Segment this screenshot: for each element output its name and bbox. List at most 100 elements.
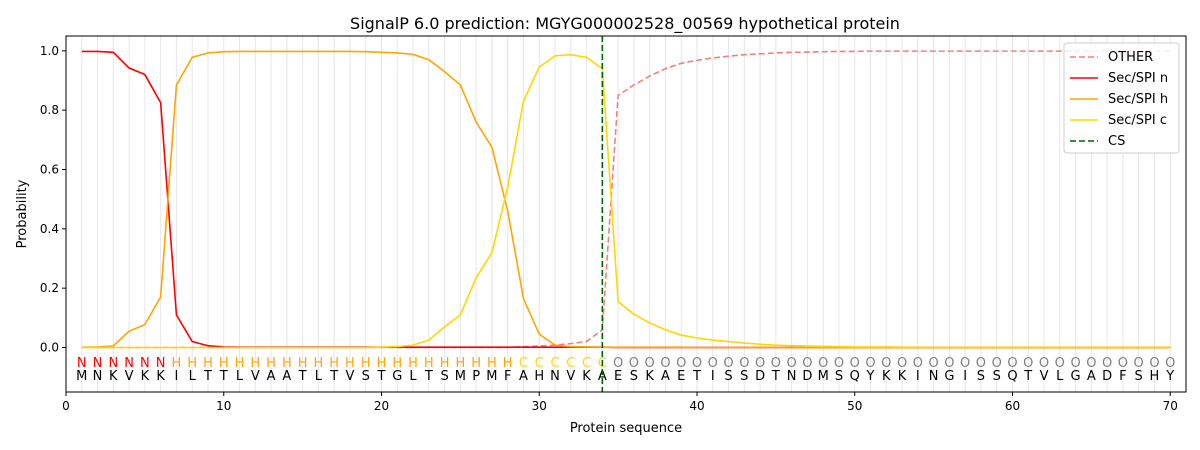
sequence-residue: A <box>267 369 276 384</box>
predicted-label: H <box>455 356 465 371</box>
predicted-label: O <box>1007 356 1017 371</box>
predicted-label: H <box>172 356 182 371</box>
sequence-residue: V <box>251 369 260 384</box>
predicted-label: H <box>298 356 308 371</box>
legend-box <box>1063 42 1180 154</box>
predicted-label: H <box>440 356 450 371</box>
sequence-residue: G <box>1071 369 1081 384</box>
series-line-sec-spi-h <box>81 50 1171 349</box>
predicted-label: H <box>329 356 339 371</box>
predicted-label: H <box>266 356 276 371</box>
sequence-residue: F <box>504 369 511 384</box>
sequence-residue: M <box>455 369 466 384</box>
sequence-residue: L <box>1056 369 1064 384</box>
sequence-residue: S <box>630 369 638 384</box>
predicted-label: N <box>77 356 87 371</box>
sequence-residue: S <box>740 369 748 384</box>
sequence-residue: M <box>818 369 829 384</box>
sequence-residue: T <box>219 369 228 384</box>
sequence-residue: K <box>898 369 907 384</box>
predicted-label: O <box>1086 356 1096 371</box>
predicted-label: O <box>881 356 891 371</box>
y-tick-label: 0.6 <box>40 163 59 177</box>
predicted-label: O <box>676 356 686 371</box>
predicted-label: C <box>550 356 559 371</box>
predicted-label: H <box>282 356 292 371</box>
sequence-residue: Y <box>866 369 875 384</box>
sequence-residue: A <box>598 369 607 384</box>
sequence-residue: I <box>175 369 179 384</box>
x-tick-label: 20 <box>374 399 389 413</box>
sequence-residue: K <box>156 369 165 384</box>
sequence-residue: K <box>882 369 891 384</box>
predicted-label: O <box>1165 356 1175 371</box>
predicted-label: N <box>124 356 134 371</box>
sequence-residue: L <box>315 369 323 384</box>
predicted-label: H <box>408 356 418 371</box>
series-line-sec-spi-n <box>81 50 1171 349</box>
sequence-residue: T <box>298 369 307 384</box>
predicted-label: H <box>503 356 513 371</box>
predicted-label: H <box>392 356 402 371</box>
sequence-residue: S <box>835 369 843 384</box>
sequence-residue: D <box>1102 369 1112 384</box>
predicted-label: H <box>424 356 434 371</box>
predicted-label: O <box>897 356 907 371</box>
sequence-residue: A <box>661 369 670 384</box>
predicted-label: O <box>787 356 797 371</box>
predicted-label: O <box>960 356 970 371</box>
sequence-residue: S <box>977 369 985 384</box>
sequence-residue: I <box>963 369 967 384</box>
x-tick-label: 70 <box>1163 399 1178 413</box>
predicted-label: H <box>487 356 497 371</box>
predicted-label: O <box>771 356 781 371</box>
predicted-label: O <box>992 356 1002 371</box>
sequence-residue: T <box>424 369 433 384</box>
x-tick-label: 0 <box>62 399 70 413</box>
predicted-label: C <box>582 356 591 371</box>
x-axis-label: Protein sequence <box>570 421 682 436</box>
sequence-residue: A <box>282 369 291 384</box>
sequence-residue: S <box>993 369 1001 384</box>
predicted-label: H <box>235 356 245 371</box>
sequence-residue: T <box>692 369 701 384</box>
sequence-residue: L <box>236 369 244 384</box>
series-line-sec-spi-c <box>81 53 1171 349</box>
predicted-label: H <box>377 356 387 371</box>
predicted-label: O <box>865 356 875 371</box>
sequence-residue: L <box>409 369 417 384</box>
sequence-residue: V <box>345 369 354 384</box>
predicted-label: O <box>976 356 986 371</box>
sequence-residue: T <box>329 369 338 384</box>
sequence-residue: T <box>377 369 386 384</box>
y-tick-label: 0.8 <box>40 103 59 117</box>
predicted-label: O <box>1023 356 1033 371</box>
y-axis-label: Probability <box>15 179 30 248</box>
predicted-label: O <box>755 356 765 371</box>
sequence-residue: T <box>771 369 780 384</box>
legend-label: CS <box>1108 134 1125 149</box>
predicted-label: H <box>345 356 355 371</box>
sequence-residue: E <box>677 369 685 384</box>
sequence-residue: K <box>645 369 654 384</box>
x-tick-label: 10 <box>216 399 231 413</box>
sequence-residue: Y <box>1165 369 1174 384</box>
predicted-label: N <box>140 356 150 371</box>
x-axis: 0 10 20 30 40 50 60 70 <box>62 392 1178 413</box>
sequence-residue: K <box>141 369 150 384</box>
predicted-label: N <box>93 356 103 371</box>
predicted-label: O <box>1039 356 1049 371</box>
sequence-residue: S <box>362 369 370 384</box>
x-tick-label: 30 <box>532 399 547 413</box>
predicted-label: H <box>203 356 213 371</box>
sequence-residue: T <box>203 369 212 384</box>
predicted-label: O <box>1070 356 1080 371</box>
predicted-label: O <box>692 356 702 371</box>
sequence-residue: A <box>519 369 528 384</box>
sequence-residue: T <box>1023 369 1032 384</box>
predicted-label: O <box>1118 356 1128 371</box>
sequence-residue: M <box>76 369 87 384</box>
sequence-residue: V <box>1040 369 1049 384</box>
